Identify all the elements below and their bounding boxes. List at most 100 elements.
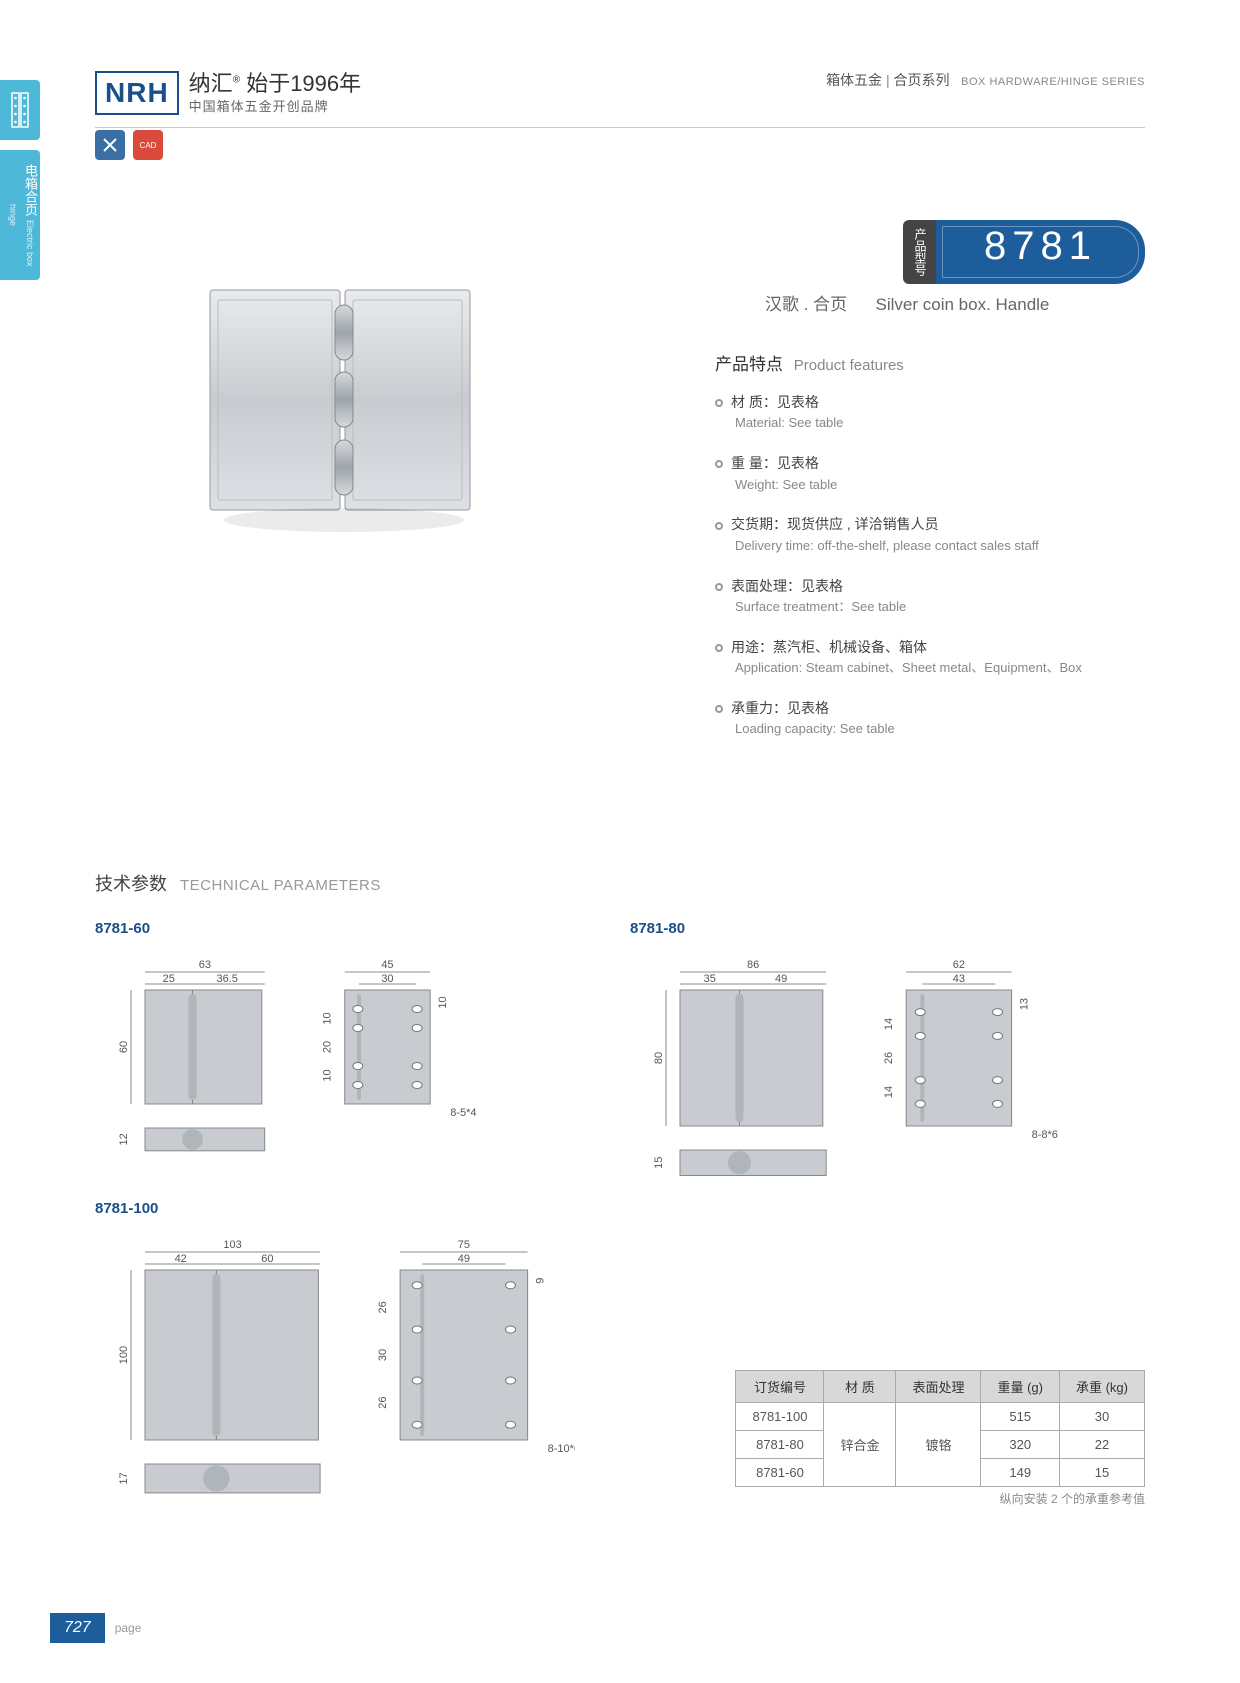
svg-text:86: 86 xyxy=(747,959,759,971)
product-image xyxy=(170,260,510,550)
side-tab-icon xyxy=(0,80,40,140)
svg-text:8-10*6: 8-10*6 xyxy=(548,1443,575,1455)
category-sep: | xyxy=(886,72,890,88)
variant-label-1: 8781-60 xyxy=(95,920,150,937)
table-note: 纵向安装 2 个的承重参考值 xyxy=(1000,1490,1145,1507)
variant-label-3: 8781-100 xyxy=(95,1200,158,1217)
bullet-icon xyxy=(715,522,723,530)
svg-text:75: 75 xyxy=(458,1239,470,1251)
svg-text:14: 14 xyxy=(883,1086,895,1098)
spec-table: 订货编号材 质表面处理重量 (g)承重 (kg) 8781-100锌合金镀铬51… xyxy=(735,1370,1145,1487)
bullet-icon xyxy=(715,705,723,713)
features-title-cn: 产品特点 xyxy=(715,355,783,374)
table-cell: 8781-60 xyxy=(736,1459,824,1487)
tech-title-cn: 技术参数 xyxy=(95,874,167,894)
brand-tagline: 中国箱体五金开创品牌 xyxy=(189,99,361,116)
brand-year: 始于1996年 xyxy=(246,71,361,96)
tools-icon xyxy=(95,130,125,160)
svg-text:14: 14 xyxy=(883,1018,895,1030)
feature-cn: 交货期：现货供应 , 详洽销售人员 xyxy=(731,516,939,532)
diagram-8781-80: 86 35 49 80 15 62 43 13 14 26 14 8-8*6 xyxy=(630,950,1130,1180)
svg-text:12: 12 xyxy=(118,1133,130,1145)
svg-text:15: 15 xyxy=(653,1157,665,1169)
svg-text:10: 10 xyxy=(437,996,449,1008)
svg-text:49: 49 xyxy=(775,973,787,985)
svg-text:20: 20 xyxy=(322,1041,334,1053)
feature-en: Surface treatment：See table xyxy=(735,597,1145,618)
table-cell: 320 xyxy=(981,1431,1060,1459)
feature-cn: 表面处理：见表格 xyxy=(731,578,843,594)
table-header: 重量 (g) xyxy=(981,1371,1060,1403)
series-cn: 合页系列 xyxy=(893,72,949,88)
model-number: 8781 xyxy=(936,220,1145,284)
brand-cn: 纳汇 xyxy=(189,71,233,96)
page-header: NRH 纳汇® 始于1996年 中国箱体五金开创品牌 箱体五金 | 合页系列 B… xyxy=(95,70,1145,128)
svg-text:60: 60 xyxy=(261,1253,273,1265)
header-category: 箱体五金 | 合页系列 BOX HARDWARE/HINGE SERIES xyxy=(826,70,1145,90)
bullet-icon xyxy=(715,583,723,591)
tech-title: 技术参数 TECHNICAL PARAMETERS xyxy=(95,870,381,896)
table-cell: 15 xyxy=(1059,1459,1144,1487)
bullet-icon xyxy=(715,460,723,468)
page-label: page xyxy=(115,1621,142,1635)
side-label-cn: 电箱合页 xyxy=(23,164,38,216)
svg-text:26: 26 xyxy=(377,1301,389,1313)
svg-text:62: 62 xyxy=(953,959,965,971)
svg-text:8-8*6: 8-8*6 xyxy=(1032,1129,1058,1141)
svg-text:35: 35 xyxy=(704,973,716,985)
svg-text:80: 80 xyxy=(653,1052,665,1064)
model-label: 产品型号 xyxy=(903,220,936,284)
page-footer: 727 page xyxy=(50,1613,141,1643)
features-title-en: Product features xyxy=(794,357,904,374)
svg-text:17: 17 xyxy=(118,1472,130,1484)
svg-text:26: 26 xyxy=(883,1052,895,1064)
feature-item: 承重力：见表格Loading capacity: See table xyxy=(715,697,1145,740)
feature-en: Material: See table xyxy=(735,413,1145,434)
table-cell: 30 xyxy=(1059,1403,1144,1431)
feature-cn: 重 量：见表格 xyxy=(731,455,819,471)
table-header: 表面处理 xyxy=(896,1371,981,1403)
table-cell: 镀铬 xyxy=(896,1403,981,1487)
logo-text: 纳汇® 始于1996年 中国箱体五金开创品牌 xyxy=(189,70,361,115)
table-cell: 8781-100 xyxy=(736,1403,824,1431)
variant-label-2: 8781-80 xyxy=(630,920,685,937)
table-cell: 515 xyxy=(981,1403,1060,1431)
table-header: 材 质 xyxy=(824,1371,896,1403)
feature-cn: 用途：蒸汽柜、机械设备、箱体 xyxy=(731,639,927,655)
feature-item: 用途：蒸汽柜、机械设备、箱体 Application: Steam cabinet… xyxy=(715,636,1145,679)
category-cn: 箱体五金 xyxy=(826,72,882,88)
model-badge: 产品型号 8781 xyxy=(903,220,1145,284)
table-cell: 149 xyxy=(981,1459,1060,1487)
svg-text:25: 25 xyxy=(163,973,175,985)
table-cell: 锌合金 xyxy=(824,1403,896,1487)
diagram-8781-60: 632536.560124530101020108-5*4 xyxy=(95,950,575,1180)
svg-text:10: 10 xyxy=(322,1069,334,1081)
model-sub-cn: 汉歌 . 合页 xyxy=(765,295,847,314)
model-subtitle: 汉歌 . 合页 Silver coin box. Handle xyxy=(765,290,1145,315)
svg-text:8-5*4: 8-5*4 xyxy=(450,1107,476,1119)
feature-en: Application: Steam cabinet、Sheet metal、E… xyxy=(735,658,1145,679)
logo-mark: NRH xyxy=(95,71,179,115)
svg-text:10: 10 xyxy=(322,1012,334,1024)
page-number: 727 xyxy=(50,1613,105,1643)
svg-text:45: 45 xyxy=(381,959,393,971)
svg-text:13: 13 xyxy=(1019,998,1031,1010)
table-row: 8781-100锌合金镀铬51530 xyxy=(736,1403,1145,1431)
table-header: 订货编号 xyxy=(736,1371,824,1403)
tech-title-en: TECHNICAL PARAMETERS xyxy=(180,877,381,894)
svg-text:43: 43 xyxy=(953,973,965,985)
table-cell: 22 xyxy=(1059,1431,1144,1459)
bullet-icon xyxy=(715,399,723,407)
feature-cn: 材 质：见表格 xyxy=(731,394,819,410)
feature-en: Weight: See table xyxy=(735,475,1145,496)
svg-text:60: 60 xyxy=(118,1041,130,1053)
table-header: 承重 (kg) xyxy=(1059,1371,1144,1403)
feature-en: Delivery time: off-the-shelf, please con… xyxy=(735,536,1145,557)
svg-text:100: 100 xyxy=(118,1346,130,1364)
svg-text:36.5: 36.5 xyxy=(216,973,237,985)
feature-item: 重 量：见表格 Weight: See table xyxy=(715,452,1145,495)
feature-en: Loading capacity: See table xyxy=(735,719,1145,740)
svg-text:42: 42 xyxy=(175,1253,187,1265)
feature-item: 材 质：见表格 Material: See table xyxy=(715,391,1145,434)
svg-text:103: 103 xyxy=(223,1239,241,1251)
